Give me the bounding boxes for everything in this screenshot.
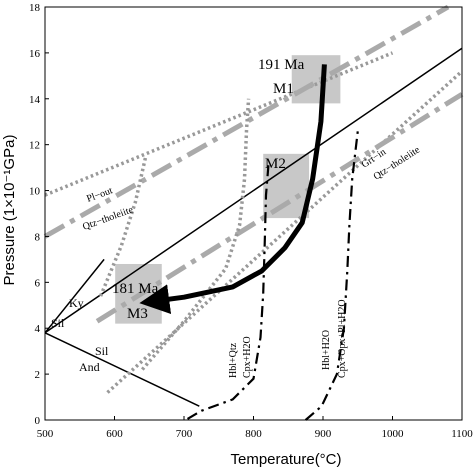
x-axis-title: Temperature(°C) xyxy=(230,451,341,468)
and-label: And xyxy=(79,360,100,374)
x-tick-label: 1100 xyxy=(451,428,473,440)
ky-label: Ky xyxy=(69,296,84,310)
y-tick-label: 0 xyxy=(35,415,41,427)
m2-label: M2 xyxy=(265,156,286,172)
curve-solid-3 xyxy=(44,332,200,407)
x-tick-label: 800 xyxy=(245,428,262,440)
hbl-qtz-label: Hbl+Qtz xyxy=(228,342,239,378)
sil-upper-label: Sil xyxy=(51,316,65,330)
y-axis-title: Pressure (1×10⁻¹GPa) xyxy=(1,135,18,286)
m1-label: M1 xyxy=(273,81,294,97)
pt-path-layer xyxy=(139,64,327,315)
y-tick-label: 12 xyxy=(29,140,40,152)
sil-lower-label: Sil xyxy=(95,344,109,358)
curve-dotted-gray-9 xyxy=(140,98,251,371)
cpx-h2o-label: Cpx+H2O xyxy=(242,336,253,378)
curve-dashdot-gray-7 xyxy=(95,92,464,324)
x-tick-label: 900 xyxy=(315,428,332,440)
hbl-h2o-label: Hbl+H2O xyxy=(321,330,332,370)
curve-solid-2 xyxy=(44,258,105,334)
curve-dotted-gray-4 xyxy=(44,51,394,197)
curves-layer xyxy=(43,4,464,421)
curve-dashdot-black-10 xyxy=(186,160,270,420)
x-tick-label: 700 xyxy=(176,428,193,440)
y-tick-label: 4 xyxy=(35,323,41,335)
age-m1-label: 191 Ma xyxy=(258,57,305,73)
cpx-opx-pl-h2o-label: Cpx+Opx+Pl+H2O xyxy=(337,299,348,378)
curve-dashdot-gray-6 xyxy=(43,4,450,239)
m3-label: M3 xyxy=(127,306,148,322)
curve-dotted-gray-5 xyxy=(106,69,464,394)
y-tick-label: 2 xyxy=(35,369,41,381)
y-tick-label: 18 xyxy=(29,2,41,14)
y-tick-label: 8 xyxy=(35,231,41,243)
x-tick-label: 600 xyxy=(106,428,123,440)
x-tick-label: 1000 xyxy=(382,428,405,440)
axes-layer: 500 600 700 800 900 1000 1100 0 2 4 6 8 10 12 14 16 18 xyxy=(29,2,473,440)
y-tick-label: 16 xyxy=(29,48,41,60)
curve-dashdot-black-11 xyxy=(304,130,359,421)
pt-path-arrow xyxy=(139,64,327,315)
curve-dotted-gray-8 xyxy=(98,155,148,297)
y-tick-label: 6 xyxy=(35,277,41,289)
x-tick-label: 500 xyxy=(37,428,54,440)
age-m3-label: 181 Ma xyxy=(112,281,159,297)
y-tick-label: 14 xyxy=(29,94,41,106)
y-tick-label: 10 xyxy=(29,186,41,198)
metamorphic-box-2 xyxy=(263,153,310,219)
curve-solid-1 xyxy=(44,47,463,334)
